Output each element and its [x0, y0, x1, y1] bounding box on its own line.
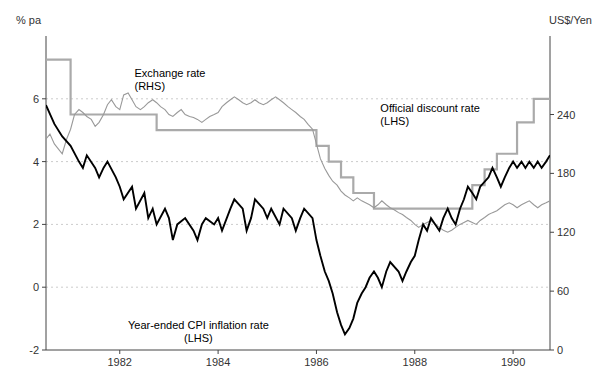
series-line [46, 60, 550, 209]
y-tick-label: 0 [33, 281, 39, 293]
y-axis [46, 36, 47, 350]
x-tick [218, 350, 219, 354]
y-tick [42, 287, 46, 288]
chart: 19821984198619881990-20246060120180240% … [0, 0, 600, 380]
annotation-line: Year-ended CPI inflation rate [128, 319, 269, 331]
annotation: Year-ended CPI inflation rate(LHS) [128, 319, 269, 344]
y2-tick [550, 350, 554, 351]
annotation: Exchange rate(RHS) [135, 67, 206, 92]
annotation-line: (RHS) [135, 80, 166, 92]
y-tick-label: -2 [29, 344, 39, 356]
x-tick [119, 350, 120, 354]
y-tick-label: 2 [33, 218, 39, 230]
x-tick-label: 1984 [206, 356, 230, 368]
series-line [46, 93, 550, 232]
y2-axis-label: US$/Yen [549, 14, 592, 26]
annotation: Official discount rate(LHS) [380, 102, 479, 127]
annotation-line: (LHS) [380, 115, 409, 127]
y2-axis [550, 36, 551, 350]
background [0, 0, 600, 380]
y-tick-label: 6 [33, 93, 39, 105]
grid-line [46, 161, 550, 162]
x-tick [316, 350, 317, 354]
y2-tick-label: 240 [557, 109, 575, 121]
y-tick [42, 161, 46, 162]
plot-area [46, 60, 550, 335]
x-tick-label: 1988 [403, 356, 427, 368]
annotation-line: Official discount rate [380, 102, 479, 114]
x-tick [414, 350, 415, 354]
y-tick [42, 224, 46, 225]
y-tick-label: 4 [33, 156, 39, 168]
grid-line [46, 287, 550, 288]
annotation-line: (LHS) [184, 332, 213, 344]
y2-tick [550, 173, 554, 174]
y2-tick [550, 291, 554, 292]
y2-tick-label: 60 [557, 285, 569, 297]
y2-tick [550, 232, 554, 233]
y2-tick-label: 120 [557, 226, 575, 238]
x-tick-label: 1982 [108, 356, 132, 368]
series-line [46, 105, 550, 334]
x-tick-label: 1990 [501, 356, 525, 368]
y2-tick [550, 114, 554, 115]
x-tick-label: 1986 [304, 356, 328, 368]
annotation-line: Exchange rate [135, 67, 206, 79]
y2-tick-label: 180 [557, 167, 575, 179]
y-tick [42, 350, 46, 351]
y2-tick-label: 0 [557, 344, 563, 356]
grid-line [46, 98, 550, 99]
y-tick [42, 98, 46, 99]
x-axis [46, 350, 550, 351]
x-tick [513, 350, 514, 354]
y-axis-label: % pa [16, 14, 42, 26]
